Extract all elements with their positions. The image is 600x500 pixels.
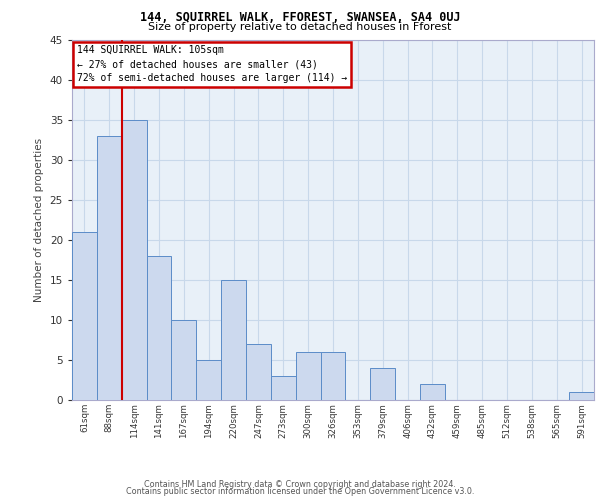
Text: 144 SQUIRREL WALK: 105sqm
← 27% of detached houses are smaller (43)
72% of semi-: 144 SQUIRREL WALK: 105sqm ← 27% of detac… bbox=[77, 46, 347, 84]
Bar bbox=[296, 352, 320, 400]
Bar bbox=[370, 368, 395, 400]
Text: 144, SQUIRREL WALK, FFOREST, SWANSEA, SA4 0UJ: 144, SQUIRREL WALK, FFOREST, SWANSEA, SA… bbox=[140, 11, 460, 24]
Bar bbox=[320, 352, 346, 400]
Bar bbox=[172, 320, 196, 400]
Bar bbox=[569, 392, 594, 400]
Bar bbox=[196, 360, 221, 400]
Bar bbox=[271, 376, 296, 400]
Bar bbox=[420, 384, 445, 400]
Y-axis label: Number of detached properties: Number of detached properties bbox=[34, 138, 44, 302]
Bar bbox=[221, 280, 246, 400]
Bar bbox=[72, 232, 97, 400]
Bar bbox=[122, 120, 146, 400]
Bar bbox=[97, 136, 122, 400]
Bar bbox=[146, 256, 172, 400]
Bar bbox=[246, 344, 271, 400]
Text: Contains HM Land Registry data © Crown copyright and database right 2024.: Contains HM Land Registry data © Crown c… bbox=[144, 480, 456, 489]
Text: Contains public sector information licensed under the Open Government Licence v3: Contains public sector information licen… bbox=[126, 487, 474, 496]
Text: Size of property relative to detached houses in Fforest: Size of property relative to detached ho… bbox=[148, 22, 452, 32]
